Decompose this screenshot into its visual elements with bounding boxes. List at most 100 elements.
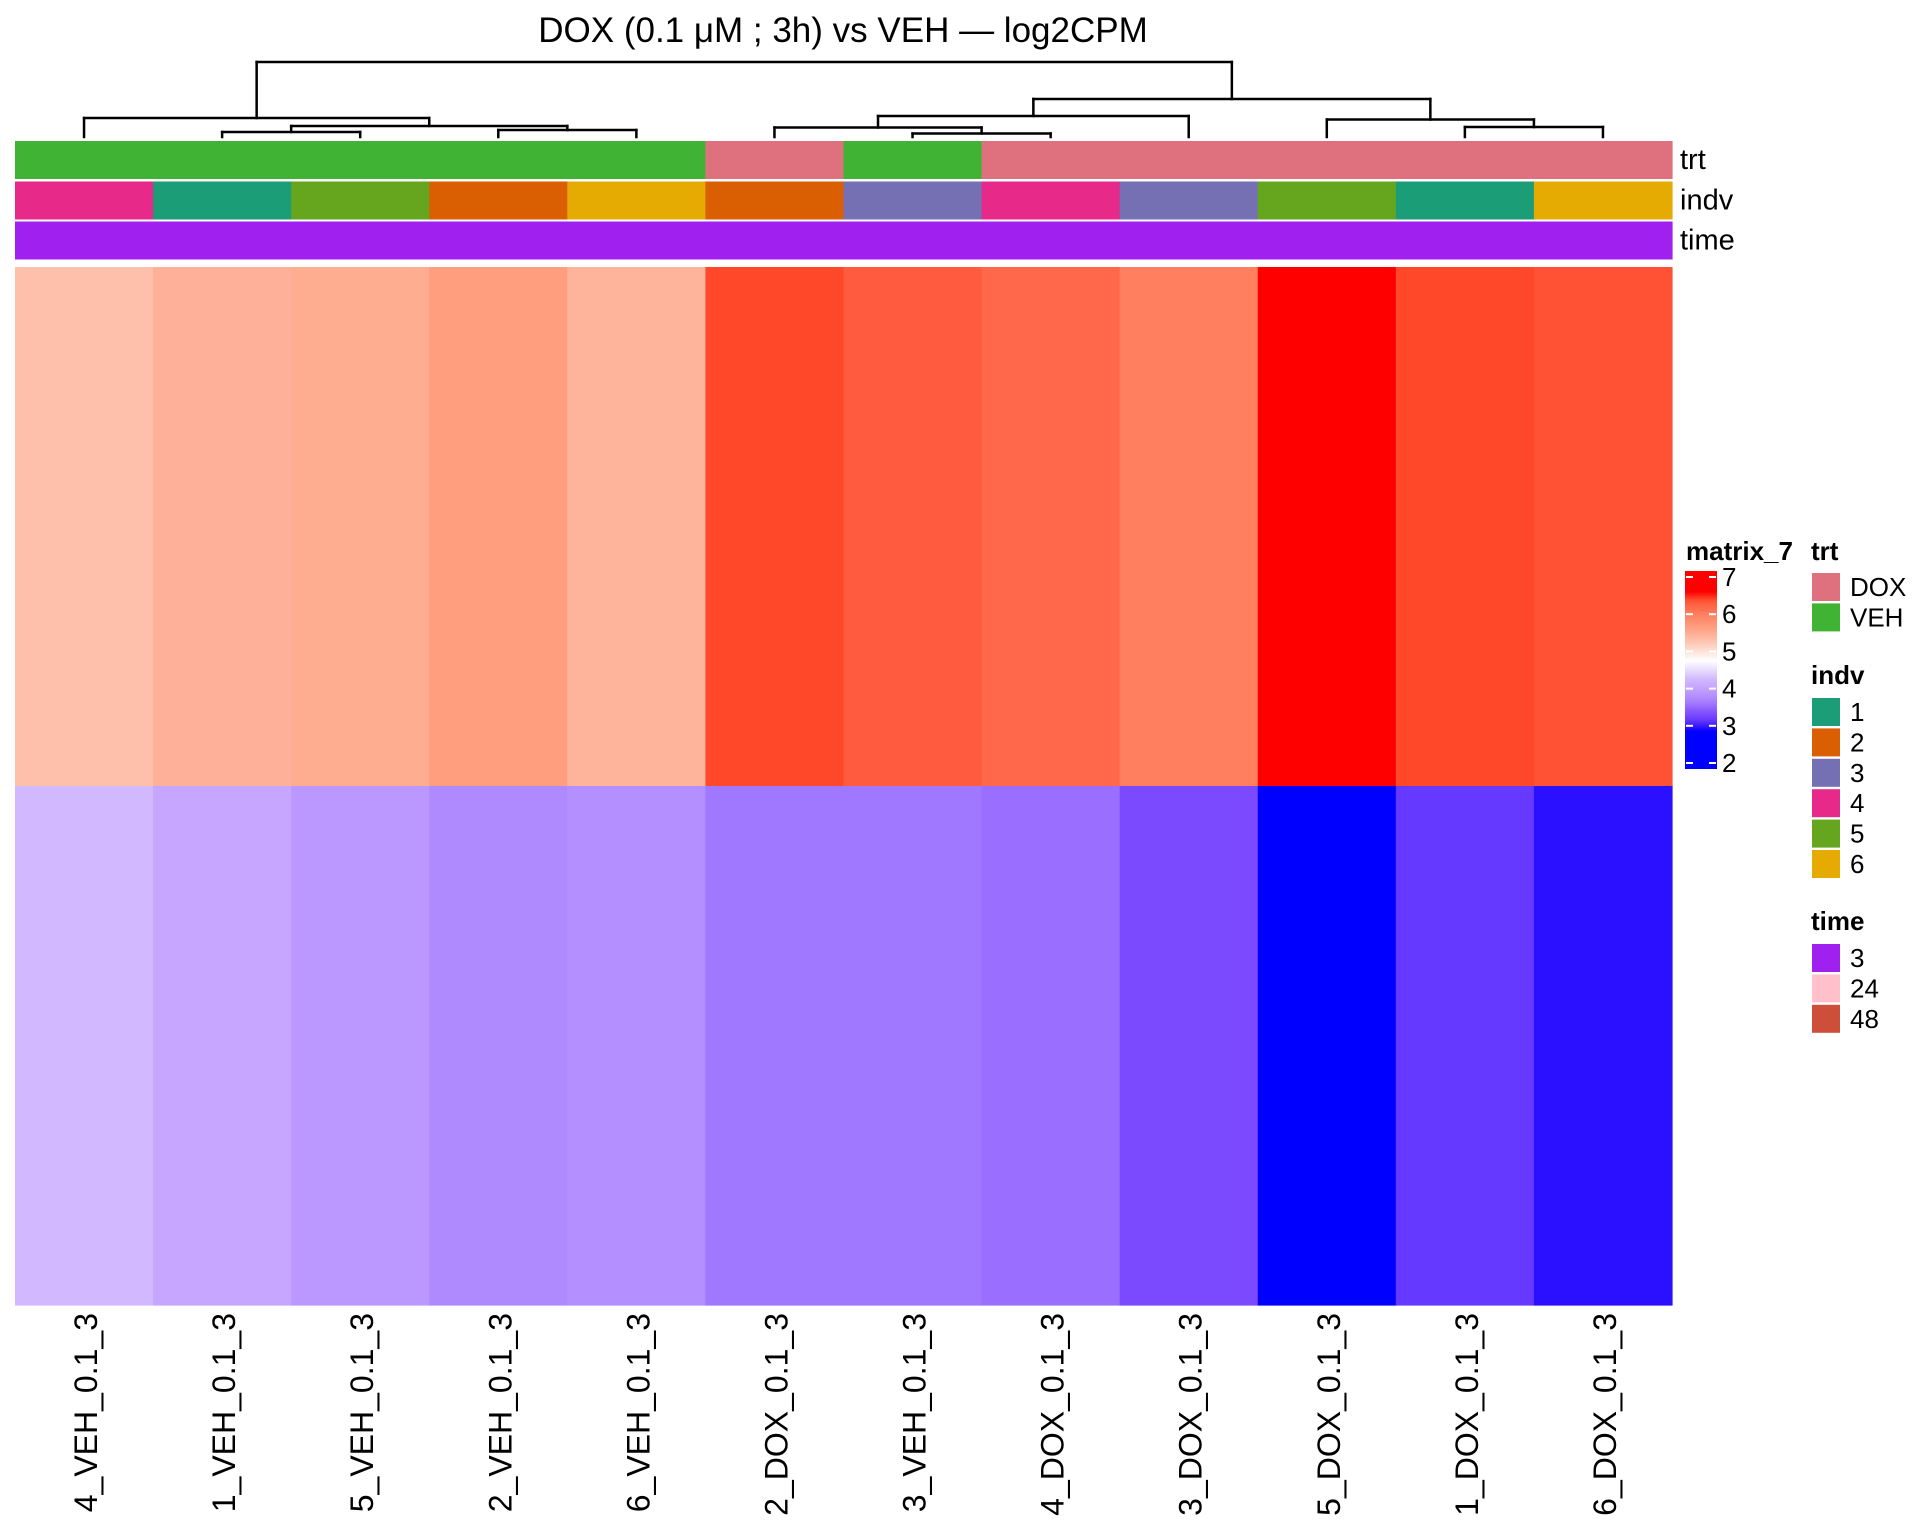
column-label: 3_VEH_0.1_3 xyxy=(897,1313,933,1512)
legend-label: 4 xyxy=(1850,788,1864,818)
annotation-name-time: time xyxy=(1680,225,1735,257)
legend-label: VEH xyxy=(1850,602,1903,632)
heatmap-cell xyxy=(705,786,845,1306)
annotation-cell-trt xyxy=(1119,141,1259,179)
legend-label: 24 xyxy=(1850,973,1879,1003)
annotation-cell-trt xyxy=(291,141,430,179)
annotation-cell-time xyxy=(705,221,845,260)
annotation-cell-indv xyxy=(567,181,707,220)
annotation-cell-indv xyxy=(15,181,154,220)
annotation-cell-time xyxy=(153,221,292,260)
heatmap-cell xyxy=(1395,786,1535,1306)
color-scale-tick-label: 7 xyxy=(1722,562,1736,592)
color-scale-bar xyxy=(1685,571,1717,769)
heatmap-cell xyxy=(429,267,568,787)
heatmap-cell xyxy=(291,786,430,1306)
annotation-cell-time xyxy=(15,221,154,260)
column-label: 1_DOX_0.1_3 xyxy=(1449,1313,1485,1516)
color-scale-tick-label: 5 xyxy=(1722,636,1736,666)
heatmap-cell xyxy=(705,267,845,787)
legend-label: DOX xyxy=(1850,572,1906,602)
column-label: 4_VEH_0.1_3 xyxy=(68,1313,104,1512)
legend-swatch xyxy=(1812,758,1840,787)
annotation-cell-trt xyxy=(15,141,154,179)
heatmap-cell xyxy=(429,786,568,1306)
annotation-cell-indv xyxy=(1119,181,1259,220)
annotation-cell-indv xyxy=(705,181,845,220)
annotation-cell-indv xyxy=(1257,181,1397,220)
heatmap-cell xyxy=(1119,786,1259,1306)
heatmap-cell xyxy=(1533,786,1673,1306)
heatmap-cell xyxy=(15,786,154,1306)
annotation-cell-trt xyxy=(1257,141,1397,179)
color-scale-tick-label: 6 xyxy=(1722,599,1736,629)
annotation-cell-trt xyxy=(981,141,1121,179)
legend-label: 2 xyxy=(1850,727,1864,757)
legend-swatch xyxy=(1812,1004,1840,1033)
annotation-cell-time xyxy=(567,221,707,260)
color-scale-tick-label: 2 xyxy=(1722,748,1736,778)
heatmap-cell xyxy=(1119,267,1259,787)
annotation-cell-time xyxy=(291,221,430,260)
chart-title: DOX (0.1 μM ; 3h) vs VEH — log2CPM xyxy=(538,11,1148,50)
heatmap-cell xyxy=(981,267,1121,787)
legend-title-trt: trt xyxy=(1811,536,1839,566)
color-scale-tick-label: 3 xyxy=(1722,711,1736,741)
annotation-cell-time xyxy=(1533,221,1673,260)
legend-title-time: time xyxy=(1811,906,1864,936)
annotation-cell-trt xyxy=(843,141,983,179)
legend-label: 48 xyxy=(1850,1004,1879,1034)
annotation-cell-trt xyxy=(567,141,707,179)
legend-swatch xyxy=(1812,974,1840,1003)
annotation-cell-indv xyxy=(153,181,292,220)
annotation-cell-time xyxy=(1257,221,1397,260)
column-label: 5_DOX_0.1_3 xyxy=(1311,1313,1347,1516)
legend-swatch xyxy=(1812,728,1840,757)
heatmap-cell xyxy=(153,267,292,787)
legend-swatch xyxy=(1812,603,1840,632)
annotation-cell-trt xyxy=(1533,141,1673,179)
column-dendrogram xyxy=(82,60,1605,139)
legend-label: 5 xyxy=(1850,819,1864,849)
annotation-name-trt: trt xyxy=(1680,144,1706,176)
column-label: 3_DOX_0.1_3 xyxy=(1173,1313,1209,1516)
heatmap-cell xyxy=(1257,786,1397,1306)
color-scale-tick-label: 4 xyxy=(1722,674,1736,704)
heatmap-cell xyxy=(843,786,983,1306)
legend-label: 3 xyxy=(1850,758,1864,788)
annotation-cell-indv xyxy=(291,181,430,220)
annotation-cell-time xyxy=(843,221,983,260)
annotation-cell-indv xyxy=(843,181,983,220)
legend-label: 1 xyxy=(1850,697,1864,727)
heatmap-cell xyxy=(567,786,707,1306)
heatmap-body xyxy=(15,267,1673,1306)
column-labels: 4_VEH_0.1_3 1_VEH_0.1_3 5_VEH_0.1_3 2_VEH_0… xyxy=(68,1313,1623,1516)
annotation-cell-trt xyxy=(1395,141,1535,179)
legend-swatch xyxy=(1812,819,1840,848)
annotation-cell-time xyxy=(1119,221,1259,260)
legend-swatch xyxy=(1812,944,1840,972)
legend-swatch xyxy=(1812,789,1840,818)
column-label: 4_DOX_0.1_3 xyxy=(1035,1313,1071,1516)
annotation-cell-indv xyxy=(429,181,568,220)
column-label: 1_VEH_0.1_3 xyxy=(206,1313,242,1512)
annotation-cell-trt xyxy=(429,141,568,179)
legend-title-indv: indv xyxy=(1811,660,1865,690)
legend-label: 3 xyxy=(1850,943,1864,973)
annotation-cell-trt xyxy=(153,141,292,179)
column-label: 6_DOX_0.1_3 xyxy=(1587,1313,1623,1516)
column-label: 5_VEH_0.1_3 xyxy=(344,1313,380,1512)
annotation-name-indv: indv xyxy=(1680,185,1734,217)
legend-swatch xyxy=(1812,698,1840,726)
annotation-names: trt indv time xyxy=(1680,144,1735,257)
annotation-cell-time xyxy=(429,221,568,260)
annotation-cell-time xyxy=(981,221,1121,260)
column-label: 6_VEH_0.1_3 xyxy=(620,1313,656,1512)
annotation-cell-trt xyxy=(705,141,845,179)
color-scale-legend: matrix_7 7 6 5 4 3 2 xyxy=(1685,536,1793,778)
heatmap-cell xyxy=(291,267,430,787)
